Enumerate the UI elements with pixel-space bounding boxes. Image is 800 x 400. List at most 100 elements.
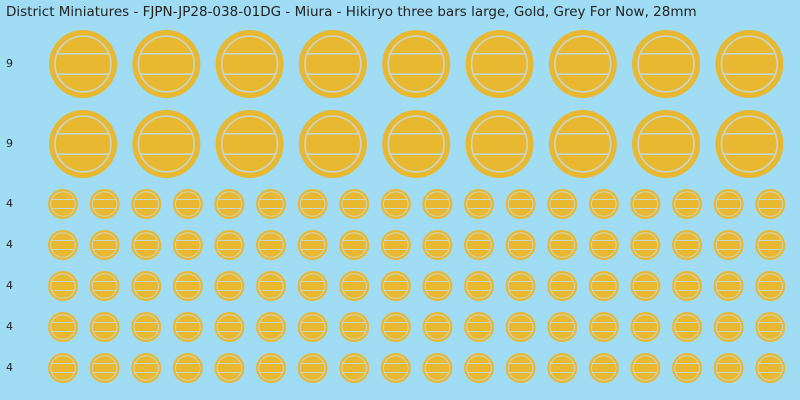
decal-ring <box>304 35 362 93</box>
decal-ring <box>632 314 659 340</box>
decal-ring <box>637 115 695 173</box>
decal-disc <box>465 30 534 98</box>
decal-ring <box>258 232 284 258</box>
decal-ring <box>137 35 195 93</box>
decal-disc <box>548 30 617 98</box>
decal-ring <box>715 232 742 258</box>
decal-ring <box>715 191 742 217</box>
decal-disc <box>131 271 162 301</box>
decal-ring <box>424 191 451 217</box>
decal-disc <box>632 110 701 178</box>
decal <box>297 230 328 260</box>
decal-disc <box>298 110 367 178</box>
decal-ring <box>591 191 617 217</box>
decal <box>48 230 78 260</box>
decal-disc <box>132 30 201 98</box>
decal-ring <box>133 314 159 340</box>
decal <box>632 110 701 178</box>
decal <box>215 30 284 98</box>
decal <box>755 271 786 301</box>
decal <box>380 353 411 383</box>
decal-ring <box>133 191 159 217</box>
decal-ring <box>175 314 201 340</box>
decal-ring <box>258 191 284 217</box>
decal <box>422 230 453 260</box>
decal-ring <box>91 273 118 299</box>
decal <box>755 353 786 383</box>
decal <box>131 271 162 301</box>
decal <box>89 189 120 219</box>
decal-ring <box>632 232 659 258</box>
decal-disc <box>755 189 786 219</box>
decal <box>297 271 328 301</box>
decal <box>339 230 370 260</box>
decal-ring <box>299 273 326 299</box>
decal-ring <box>91 314 118 340</box>
decal-ring <box>50 191 76 217</box>
decal-disc <box>89 189 120 219</box>
decal-disc <box>256 312 286 342</box>
decal <box>672 353 702 383</box>
decal-disc <box>672 271 702 301</box>
decal-disc <box>380 353 411 383</box>
decal <box>256 189 286 219</box>
decal-disc <box>339 353 370 383</box>
decal <box>465 30 534 98</box>
decal <box>89 271 120 301</box>
decal-disc <box>464 353 494 383</box>
decal-ring <box>299 232 326 258</box>
decal-disc <box>630 189 661 219</box>
decal-ring <box>91 355 118 381</box>
decal-disc <box>172 271 203 301</box>
decal <box>380 230 411 260</box>
decal-ring <box>133 273 159 299</box>
decal-disc <box>505 353 536 383</box>
decal-disc <box>132 110 201 178</box>
decal <box>464 189 494 219</box>
decal-disc <box>547 189 578 219</box>
decal <box>256 271 286 301</box>
decal <box>630 189 661 219</box>
decal <box>588 312 619 342</box>
decal-ring <box>554 115 612 173</box>
decal <box>588 353 619 383</box>
decal-ring <box>91 191 118 217</box>
decal-ring <box>175 355 201 381</box>
decal-disc <box>505 230 536 260</box>
decal-ring <box>216 355 243 381</box>
decal-disc <box>755 230 786 260</box>
decal <box>214 312 245 342</box>
decal-ring <box>466 232 492 258</box>
row-label: 4 <box>6 238 13 251</box>
decal <box>172 353 203 383</box>
decal-disc <box>588 271 619 301</box>
decal-ring <box>387 115 445 173</box>
decal-disc <box>172 312 203 342</box>
decal-ring <box>216 314 243 340</box>
decal-disc <box>256 271 286 301</box>
decal-ring <box>674 191 700 217</box>
decal-disc <box>297 189 328 219</box>
decal <box>214 271 245 301</box>
decal <box>172 312 203 342</box>
sheet-title: District Miniatures - FJPN-JP28-038-01DG… <box>6 4 697 20</box>
row-label: 9 <box>6 57 13 70</box>
decal-ring <box>757 314 784 340</box>
decal-ring <box>507 273 534 299</box>
decal <box>48 189 78 219</box>
decal-disc <box>588 353 619 383</box>
decal-disc <box>214 312 245 342</box>
decal <box>422 312 453 342</box>
decal <box>588 230 619 260</box>
decal <box>715 110 784 178</box>
decal-disc <box>89 230 120 260</box>
decal <box>505 312 536 342</box>
decal-ring <box>632 191 659 217</box>
decal <box>380 271 411 301</box>
decal-disc <box>715 110 784 178</box>
decal-ring <box>383 355 409 381</box>
decal <box>547 271 578 301</box>
decal-ring <box>637 35 695 93</box>
decal-disc <box>632 30 701 98</box>
decal-ring <box>674 314 700 340</box>
